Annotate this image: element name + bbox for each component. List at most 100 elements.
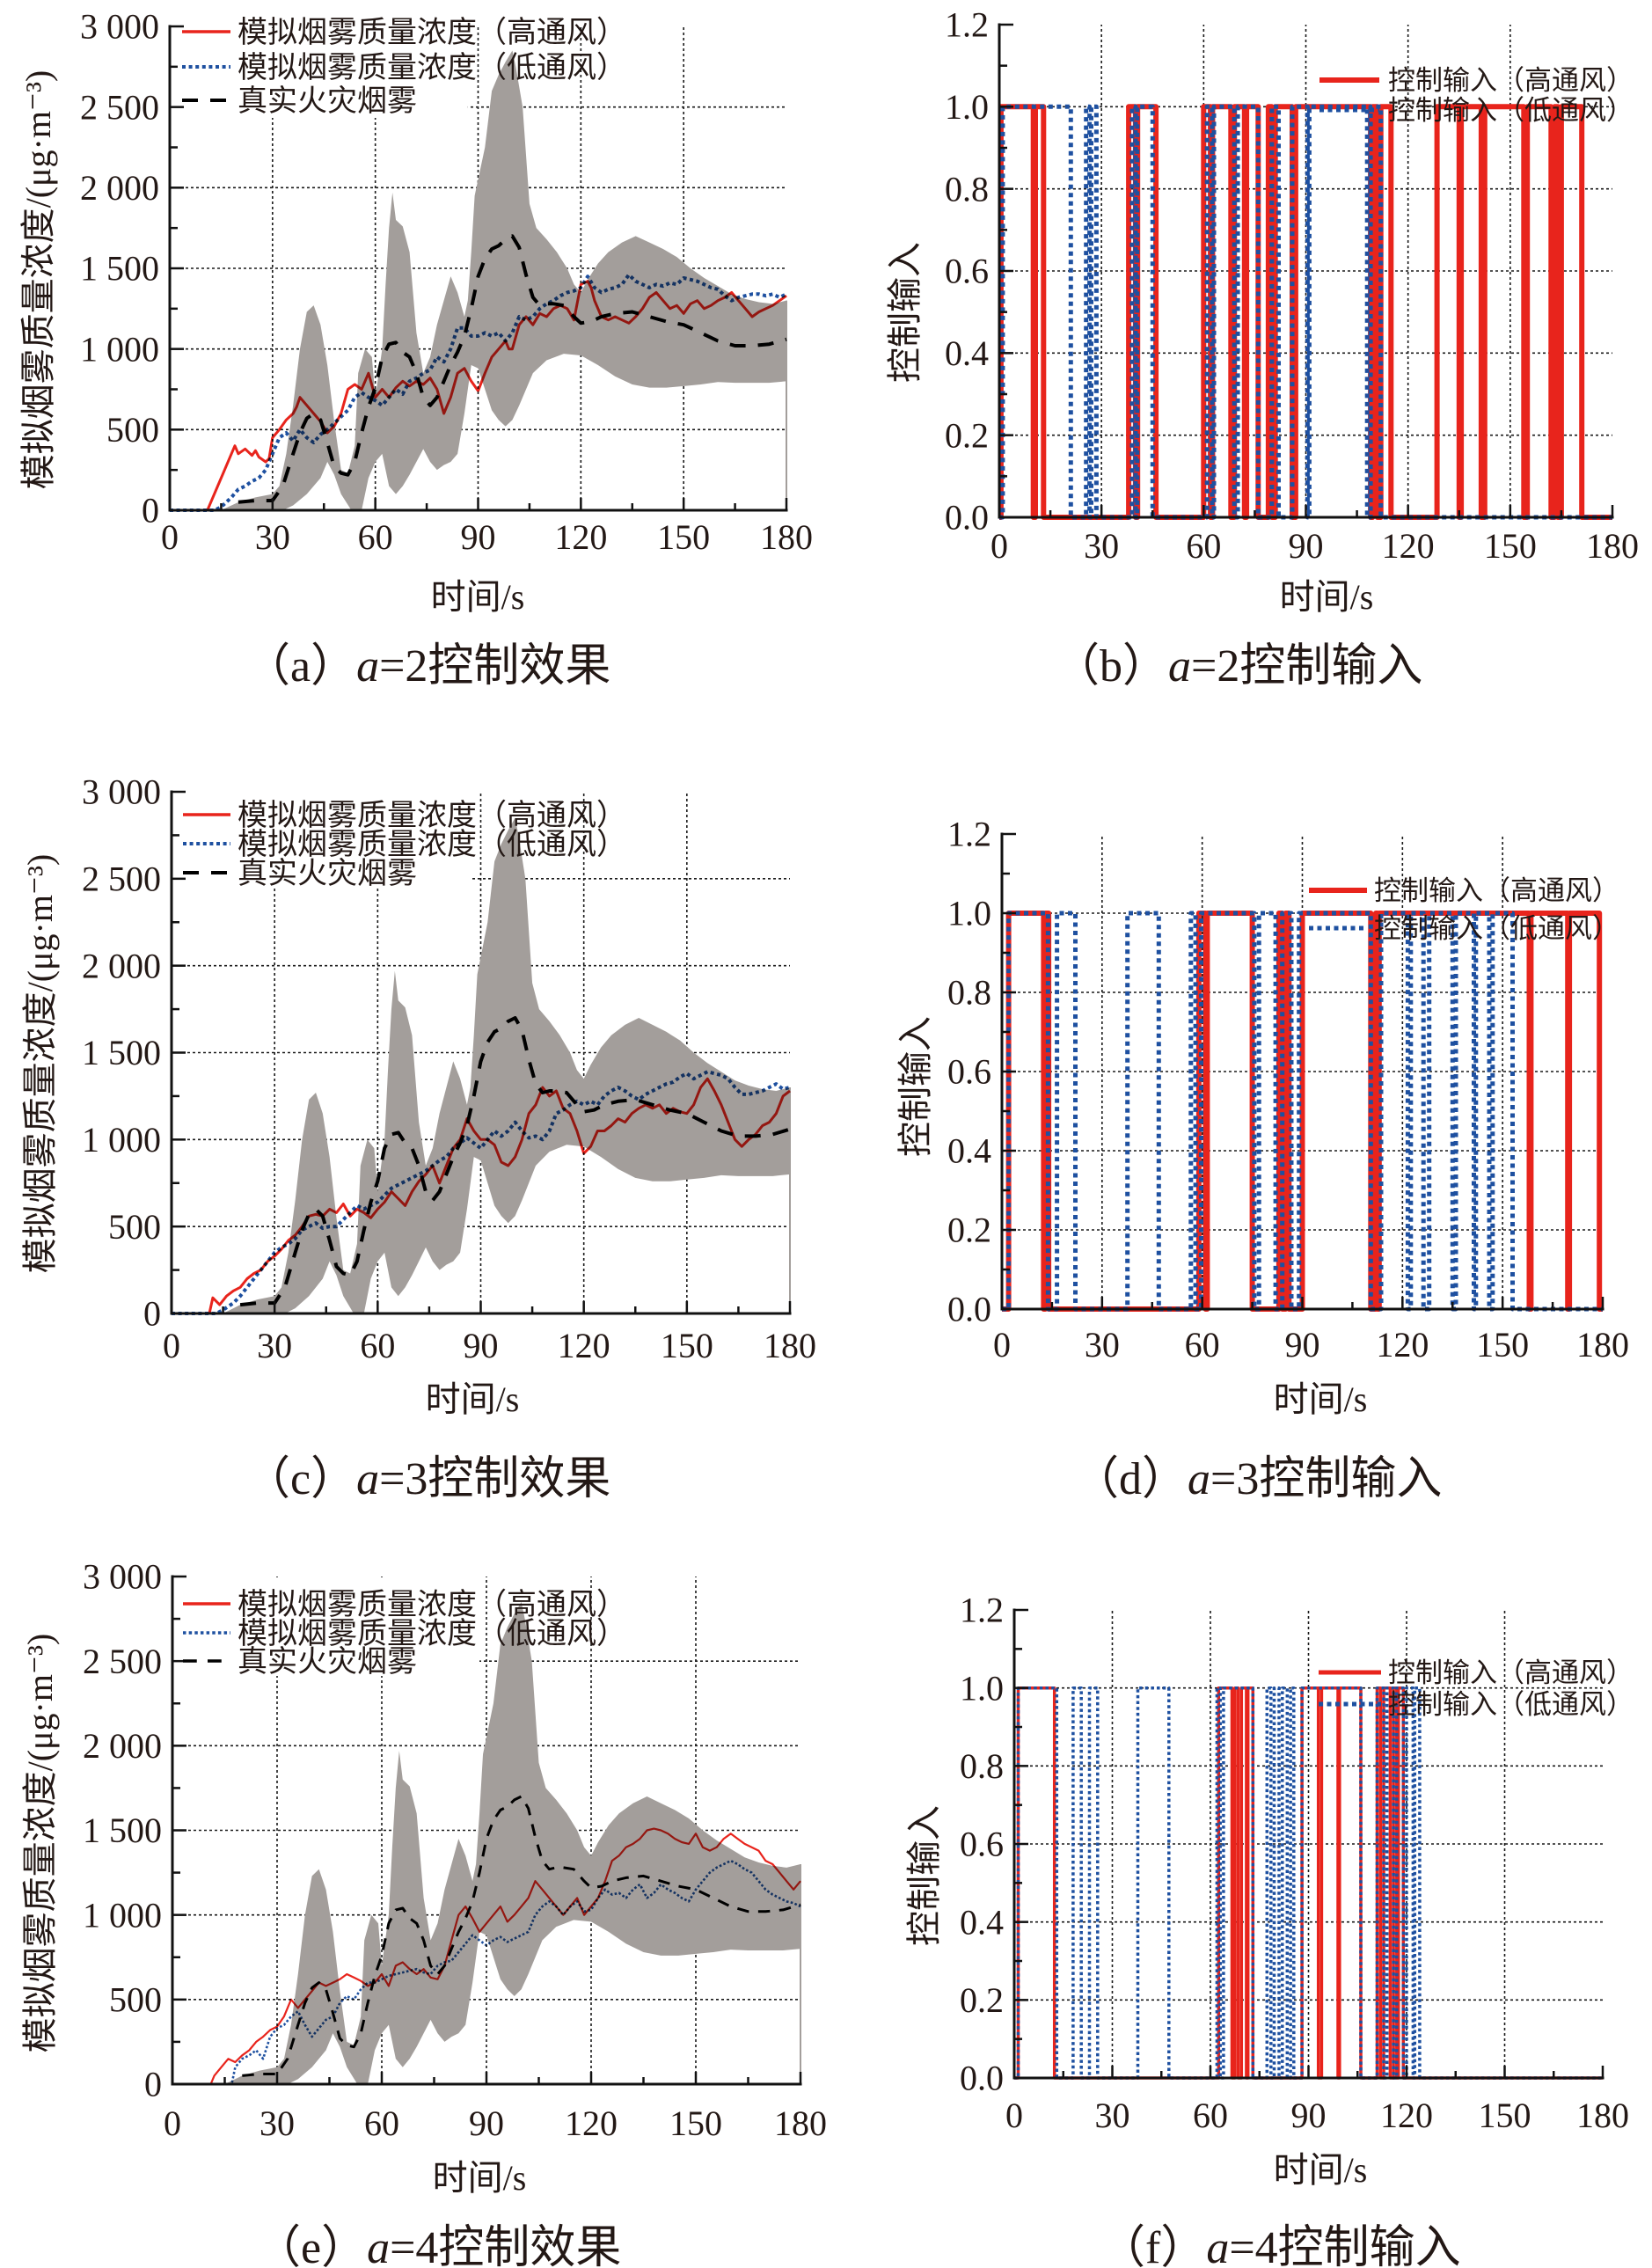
caption-e: （e）a=4控制效果 [255, 2222, 621, 2268]
legend-entry-high-ventilation: 模拟烟雾质量浓度（高通风） [182, 16, 626, 49]
series-group [172, 1016, 791, 1315]
series-line-low-ventilation [172, 1070, 791, 1315]
y-tick-label: 1 500 [82, 1033, 161, 1072]
tick-labels: 0 30 60 90 120 150 180 0 500 1 000 1 500 2 000 2 500… [80, 7, 813, 557]
x-tick-label: 0 [1005, 2096, 1023, 2135]
y-axis-title: 模拟烟雾质量浓度/(μg·m⁻³) [20, 1634, 60, 2053]
caption-text: =4控制效果 [390, 2223, 622, 2268]
y-tick-label: 0 [144, 2065, 162, 2104]
legend-label: 控制输入（高通风） [1374, 875, 1619, 906]
y-tick-label: 1.2 [960, 1591, 1004, 1630]
series-line-high-ventilation [172, 1077, 791, 1315]
y-tick-label: 0.4 [960, 1902, 1004, 1942]
x-tick-label: 90 [1291, 2096, 1327, 2135]
legend: 模拟烟雾质量浓度（高通风）模拟烟雾质量浓度（低通风）真实火灾烟雾 [183, 1588, 626, 1679]
caption-f: （f）a=4控制输入 [1100, 2222, 1461, 2268]
y-tick-label: 0.2 [960, 1980, 1004, 2020]
series-group [1002, 911, 1603, 1312]
y-axis-title: 控制输入 [904, 1805, 944, 1946]
legend-label: 模拟烟雾质量浓度（高通风） [238, 1588, 626, 1621]
chart-panel-d: 0 30 60 90 120 150 180 0.0 0.2 0.4 0.6 0.8 1.0 1.2 控制输… [895, 815, 1629, 1419]
legend-label: 真实火灾烟雾 [238, 1645, 417, 1679]
x-tick-label: 60 [360, 1326, 395, 1365]
caption-text: =2控制输入 [1191, 641, 1423, 691]
series-line-real-fire-smoke [238, 234, 787, 504]
x-tick-label: 120 [1376, 1325, 1429, 1364]
caption-text: =2控制效果 [379, 641, 611, 691]
y-tick-label: 0.8 [947, 973, 991, 1013]
x-tick-label: 180 [1576, 1325, 1629, 1364]
caption-d: （d）a=3控制输入 [1073, 1453, 1442, 1506]
x-tick-label: 90 [469, 2103, 504, 2143]
legend-entry-real-fire-smoke: 真实火灾烟雾 [183, 857, 417, 890]
y-tick-label: 3 000 [80, 7, 159, 47]
x-axis-title: 时间/s [426, 1379, 520, 1419]
y-tick-label: 1.2 [945, 5, 989, 45]
tick-marks [170, 790, 792, 1315]
caption-text: =3控制输入 [1210, 1454, 1443, 1504]
tick-marks [1012, 1608, 1604, 2080]
y-tick-label: 0.8 [945, 169, 989, 209]
x-tick-label: 120 [1382, 526, 1435, 566]
caption-label: （a） [245, 641, 357, 691]
tick-marks [168, 25, 788, 512]
x-tick-label: 150 [1479, 2096, 1531, 2135]
x-tick-label: 150 [1476, 1325, 1529, 1364]
legend-entry-real-fire-smoke: 真实火灾烟雾 [182, 84, 417, 118]
y-tick-label: 1 500 [83, 1811, 162, 1850]
y-tick-label: 0.0 [947, 1290, 991, 1329]
series-line-real-fire-smoke [239, 1016, 791, 1307]
x-tick-label: 150 [669, 2103, 722, 2143]
legend-entry-high-ventilation: 控制输入（高通风） [1319, 65, 1634, 96]
x-tick-label: 120 [558, 1326, 610, 1365]
x-tick-label: 60 [364, 2103, 399, 2143]
y-tick-label: 2 500 [83, 1642, 162, 1681]
smoke-concentration-band [224, 1601, 800, 2084]
x-tick-label: 30 [1084, 526, 1119, 566]
y-tick-label: 0.6 [960, 1825, 1004, 1864]
y-tick-label: 1 500 [80, 249, 159, 289]
legend-label: 模拟烟雾质量浓度（低通风） [238, 828, 626, 861]
caption-label: （b） [1054, 641, 1169, 691]
caption-text: =3控制效果 [379, 1454, 611, 1504]
x-tick-label: 120 [565, 2103, 618, 2143]
y-tick-label: 1.2 [947, 815, 991, 854]
tick-marks [998, 23, 1614, 519]
series-line-high-ventilation [170, 280, 787, 512]
caption-variable: a [1188, 1454, 1211, 1504]
x-tick-label: 0 [161, 517, 179, 557]
legend-label: 模拟烟雾质量浓度（低通风） [238, 51, 626, 84]
legend-entry-high-ventilation: 模拟烟雾质量浓度（高通风） [183, 1588, 626, 1621]
caption-variable: a [367, 2223, 391, 2268]
legend-entry-low-ventilation: 控制输入（低通风） [1319, 1689, 1634, 1720]
y-tick-label: 0.6 [945, 252, 989, 291]
chart-panel-a: 0 30 60 90 120 150 180 0 500 1 000 1 500 2 000 2 500… [18, 7, 813, 617]
legend: 控制输入（高通风）控制输入（低通风） [1319, 65, 1634, 126]
chart-panel-f: 0 30 60 90 120 150 180 0.0 0.2 0.4 0.6 0.8 1.0 1.2 控制输… [904, 1591, 1634, 2190]
y-axis-title: 控制输入 [895, 1016, 935, 1157]
tick-labels: 0 30 60 90 120 150 180 0.0 0.2 0.4 0.6 0.8 1.0 1.2 [945, 5, 1639, 566]
legend-label: 模拟烟雾质量浓度（高通风） [238, 16, 626, 49]
y-tick-label: 0.2 [945, 415, 989, 455]
legend-background [172, 28, 468, 118]
y-tick-label: 0.6 [947, 1052, 991, 1092]
x-tick-label: 0 [164, 2103, 181, 2143]
legend-entry-low-ventilation: 模拟烟雾质量浓度（低通风） [183, 1617, 626, 1650]
x-tick-label: 150 [661, 1326, 713, 1365]
chart-panel-e: 0 30 60 90 120 150 180 0 500 1 000 1 500 2 000 2 500… [20, 1557, 827, 2198]
x-tick-label: 120 [554, 517, 607, 557]
smoke-concentration-band [221, 50, 786, 510]
caption-text: =4控制输入 [1229, 2223, 1461, 2268]
x-tick-label: 90 [461, 517, 496, 557]
legend-label: 控制输入（高通风） [1388, 65, 1634, 96]
caption-a: （a）a=2控制效果 [245, 640, 610, 693]
y-tick-label: 2 500 [82, 859, 161, 898]
series-line-high-ventilation [1002, 911, 1603, 1312]
y-axis-title: 模拟烟雾质量浓度/(μg·m⁻³) [18, 70, 58, 490]
legend: 控制输入（高通风）控制输入（低通风） [1309, 875, 1619, 944]
caption-b: （b）a=2控制输入 [1054, 640, 1422, 693]
chart-panel-c: 0 30 60 90 120 150 180 0 500 1 000 1 500 2 000 2 500… [20, 772, 816, 1419]
chart-panel-b: 0 30 60 90 120 150 180 0.0 0.2 0.4 0.6 0.8 1.0 1.2 控制输… [885, 5, 1639, 617]
